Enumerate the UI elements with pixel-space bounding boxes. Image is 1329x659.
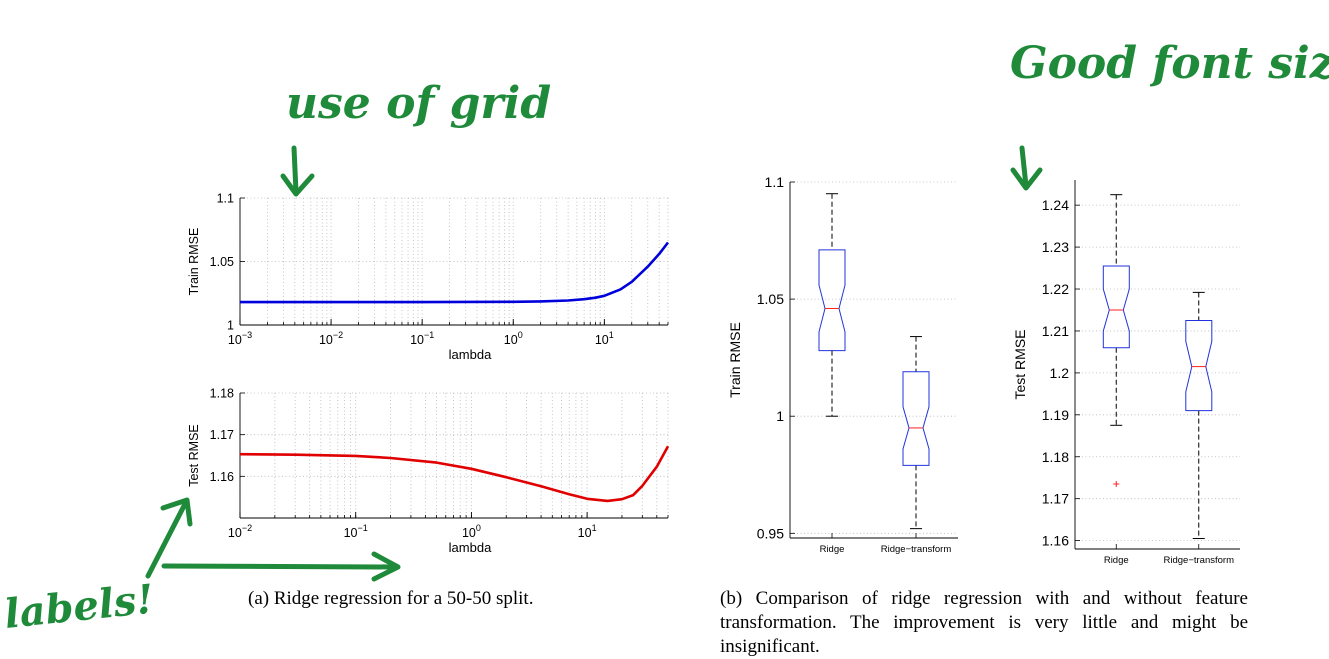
x-tick-label: 101 <box>595 330 614 347</box>
y-tick-label: 1.23 <box>1042 239 1069 255</box>
x-tick-label: 10−3 <box>228 330 252 347</box>
y-tick-label: 1.18 <box>210 387 234 401</box>
y-tick-label: 1.24 <box>1042 197 1069 213</box>
x-tick-label: 100 <box>462 523 481 540</box>
y-tick-label: 1.16 <box>210 470 234 484</box>
y-tick-label: 1 <box>776 408 784 424</box>
box <box>819 250 845 351</box>
x-tick-label: 10−1 <box>410 330 434 347</box>
x-tick-label: 100 <box>504 330 523 347</box>
arrow-labels-right-shaft <box>164 566 396 567</box>
y-tick-label: 1.1 <box>765 174 785 190</box>
y-tick-label: 1.22 <box>1042 281 1069 297</box>
y-axis-label: Test RMSE <box>1012 329 1028 399</box>
x-tick-label: 10−1 <box>344 523 368 540</box>
x-tick-label: Ridge <box>1104 555 1129 566</box>
box <box>1186 321 1212 411</box>
caption-a: (a) Ridge regression for a 50-50 split. <box>248 587 688 611</box>
y-tick-label: 1.1 <box>217 192 234 206</box>
series-line <box>240 446 668 501</box>
y-tick-label: 1.05 <box>757 291 784 307</box>
arrow-grid-shaft <box>294 148 296 192</box>
x-tick-label: 10−2 <box>319 330 343 347</box>
box <box>903 372 929 466</box>
annotation-font-note: Good font size. <box>1010 38 1329 89</box>
y-tick-label: 1.21 <box>1042 323 1069 339</box>
y-axis-label: Train RMSE <box>727 322 743 398</box>
y-axis-label: Train RMSE <box>187 228 201 296</box>
y-tick-label: 1.17 <box>1042 491 1069 507</box>
annotation-grid-note: use of grid <box>286 78 551 129</box>
x-tick-label: 101 <box>578 523 597 540</box>
y-tick-label: 1.18 <box>1042 449 1069 465</box>
series-line <box>240 243 668 303</box>
y-tick-label: 0.95 <box>757 525 784 541</box>
y-tick-label: 1.16 <box>1042 533 1069 549</box>
y-axis-label: Test RMSE <box>187 424 201 487</box>
y-tick-label: 1.19 <box>1042 407 1069 423</box>
y-tick-label: 1.17 <box>210 428 234 442</box>
y-tick-label: 1.2 <box>1050 365 1070 381</box>
annotation-labels-note: labels! <box>2 576 156 638</box>
x-tick-label: Ridge <box>820 544 845 555</box>
x-axis-label: lambda <box>449 540 492 555</box>
x-tick-label: 10−2 <box>228 523 252 540</box>
y-tick-label: 1.05 <box>210 255 234 269</box>
x-axis-label: lambda <box>449 347 492 362</box>
box <box>1103 266 1129 348</box>
y-tick-label: 1 <box>227 319 234 333</box>
caption-b: (b) Comparison of ridge regression with … <box>720 587 1248 659</box>
x-tick-label: Ridge−transform <box>1164 555 1235 566</box>
x-tick-label: Ridge−transform <box>881 544 952 555</box>
